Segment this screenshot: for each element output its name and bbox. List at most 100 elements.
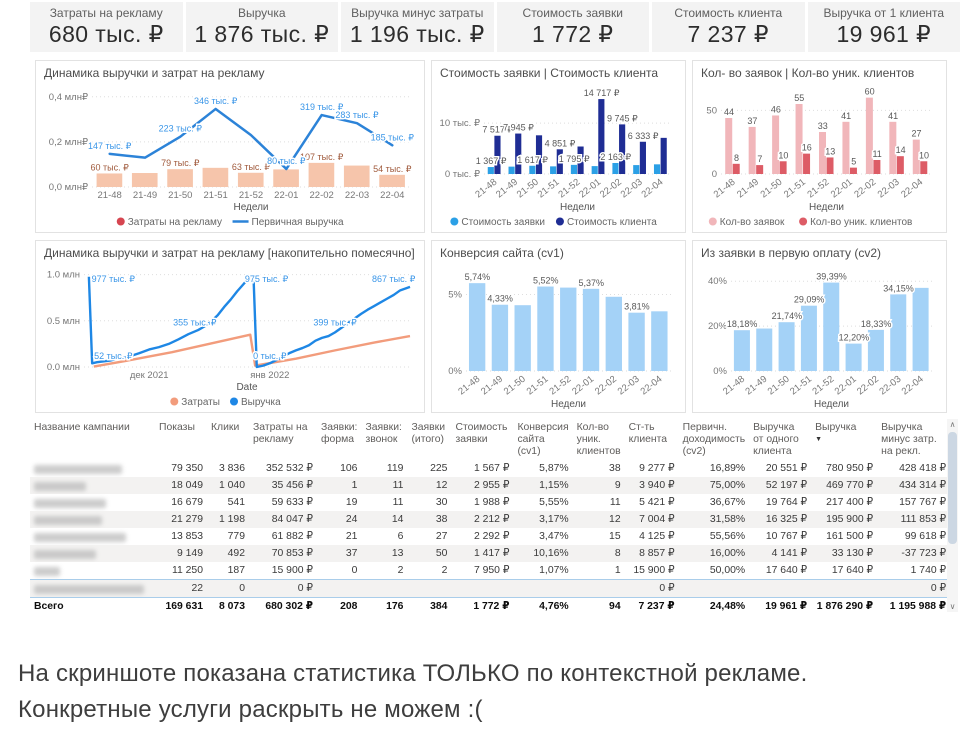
table-cell: 1 876 290 ₽ — [816, 600, 874, 612]
table-cell: 14 — [391, 513, 404, 525]
chart-panel-lead-to-payment[interactable]: Из заявки в первую оплату (cv2) 0% 20% 40%… — [692, 240, 947, 413]
svg-text:12,20%: 12,20% — [839, 333, 870, 343]
table-cell: 1 417 ₽ — [473, 547, 510, 559]
table-cell: 17 640 ₽ — [831, 564, 874, 576]
svg-text:9 745 ₽: 9 745 ₽ — [607, 113, 638, 123]
column-header[interactable]: Ст-ть клиента — [628, 422, 668, 445]
svg-text:975 тыс. ₽: 975 тыс. ₽ — [245, 274, 289, 284]
column-header[interactable]: Конверсия сайта (cv1) — [517, 422, 569, 457]
table-cell: 84 047 ₽ — [271, 513, 313, 525]
column-header[interactable]: Заявки (итого) — [411, 422, 446, 445]
svg-text:22-04: 22-04 — [899, 177, 925, 201]
chart-panel-cost-per-lead-client[interactable]: Стоимость заявки | Стоимость клиента 0 т… — [431, 60, 686, 233]
table-cell: 16 325 ₽ — [765, 513, 808, 525]
table-row[interactable]: 11 250 187 15 900 ₽ 0 2 2 7 950 ₽ 1,07% 1 15 900 … — [30, 562, 950, 580]
table-cell: 0 ₽ — [624, 578, 679, 598]
table-row[interactable]: 22 0 0 ₽0 ₽0 ₽ — [30, 578, 951, 598]
column-header[interactable]: Выручка минус затр. на рекл. — [881, 422, 937, 457]
column-header[interactable]: Кол-во уник. клиентов — [576, 422, 621, 457]
kpi-revenue[interactable]: Выручка 1 876 тыс. ₽ — [185, 2, 338, 52]
cumulative-monthly-chart[interactable]: 0.0 млн 0.5 млн 1.0 млн дек 2021 янв 2022 977… — [44, 262, 417, 410]
cost-per-lead-client-chart[interactable]: 0 тыс. ₽ 10 тыс. ₽ 21-4821-4921-5021-5121-… — [440, 82, 677, 230]
charts-grid: Динамика выручки и затрат на рекламу 0,0… — [35, 60, 947, 420]
svg-text:Date: Date — [236, 382, 258, 393]
svg-text:60: 60 — [865, 87, 875, 97]
campaign-name-cell — [30, 511, 155, 528]
svg-text:22-02: 22-02 — [598, 177, 624, 201]
weekly-dynamics-chart[interactable]: 0,0 млн₽ 0,2 млн₽ 0,4 млн₽ 21-48 21-49 21-50 2… — [44, 82, 416, 230]
table-row[interactable]: 79 350 3 836 352 532 ₽ 106 119 225 1 567 ₽ 5,87… — [30, 460, 950, 477]
kpi-ad-spend[interactable]: Затраты на рекламу 680 тыс. ₽ — [30, 2, 183, 52]
table-row[interactable]: 21 279 1 198 84 047 ₽ 24 14 38 2 212 ₽ 3,17% 12 7… — [30, 510, 951, 528]
table-row[interactable]: 18 049 1 040 35 456 ₽1 11 12 2 955 ₽1,15% 9 3 9… — [30, 476, 951, 494]
chart-panel-weekly-dynamics[interactable]: Динамика выручки и затрат на рекламу 0,0… — [35, 60, 425, 233]
kpi-revenue-minus-costs[interactable]: Выручка минус затраты 1 196 тыс. ₽ — [341, 2, 494, 52]
svg-text:Выручка: Выручка — [241, 397, 281, 408]
table-cell: 1 198 — [218, 513, 245, 525]
table-cell: 1,15% — [539, 479, 569, 491]
svg-text:Затраты: Затраты — [181, 397, 220, 408]
column-header[interactable]: Выручка от одного клиента — [753, 422, 799, 457]
lead-to-payment-chart[interactable]: 0%20%40%21-4821-4921-5021-5121-5222-0122… — [701, 262, 938, 410]
svg-text:3,81%: 3,81% — [624, 302, 650, 312]
chart-panel-leads-clients-count[interactable]: Кол- во заявок | Кол-во уник. клиентов 0… — [692, 60, 947, 233]
table-cell: 13 — [391, 547, 404, 559]
scroll-thumb[interactable] — [948, 432, 957, 544]
redacted-campaign-name — [34, 498, 106, 508]
campaign-name-cell — [30, 477, 155, 494]
table-cell: 434 314 ₽ — [899, 479, 947, 491]
svg-text:1 367 ₽: 1 367 ₽ — [476, 156, 507, 166]
chart-panel-cumulative-monthly[interactable]: Динамика выручки и затрат на рекламу [на… — [35, 240, 425, 413]
column-header[interactable]: Первичн. доходимость (cv2) — [682, 422, 746, 457]
table-cell: 75,00% — [709, 479, 746, 491]
table-row[interactable]: 16 679 541 59 633 ₽ 19 11 30 1 988 ₽ 5,55% 11 5 4… — [30, 494, 950, 511]
svg-text:0,4 млн₽: 0,4 млн₽ — [49, 92, 88, 103]
svg-text:Недели: Недели — [233, 202, 268, 213]
svg-text:79 тыс. ₽: 79 тыс. ₽ — [161, 158, 200, 168]
column-header[interactable]: Затраты на рекламу — [253, 422, 308, 445]
svg-text:1.0 млн: 1.0 млн — [47, 270, 80, 281]
leads-clients-count-chart[interactable]: 05021-4821-4921-5021-5121-5222-0122-0222… — [701, 82, 938, 230]
kpi-cost-per-client[interactable]: Стоимость клиента 7 237 ₽ — [652, 2, 805, 52]
scroll-up-icon[interactable]: ∧ — [949, 420, 956, 429]
column-header[interactable]: Заявки: звонок — [365, 422, 402, 445]
column-header[interactable]: Показы — [159, 422, 195, 433]
table-row[interactable]: 13 853 779 61 882 ₽ 21 6 27 2 292 ₽ 3,47% 15 4 12… — [30, 528, 950, 545]
kpi-row: Затраты на рекламу 680 тыс. ₽ Выручка 1 … — [30, 2, 960, 52]
column-header[interactable]: Клики — [211, 422, 240, 433]
svg-text:0 тыс. ₽: 0 тыс. ₽ — [445, 169, 480, 180]
table-row[interactable]: 9 149 492 70 853 ₽ 37 13 50 1 417 ₽ 10,16% 8 8 85… — [30, 544, 951, 562]
column-header[interactable]: Выручка ▼ — [811, 418, 877, 460]
scroll-down-icon[interactable]: ∨ — [949, 602, 956, 611]
kpi-value: 1 196 тыс. ₽ — [349, 21, 485, 47]
site-conversion-chart[interactable]: 0%5%21-4821-4921-5021-5121-5222-0122-022… — [440, 262, 677, 410]
table-cell: 30 — [435, 496, 448, 508]
chart-panel-site-conversion[interactable]: Конверсия сайта (cv1) 0% 5% 21-48 21-49 21-5… — [431, 240, 686, 413]
table-scrollbar[interactable]: ∧ ∨ — [947, 419, 958, 612]
svg-text:Недели: Недели — [814, 399, 849, 410]
table-cell: 33 130 ₽ — [831, 547, 874, 559]
kpi-cost-per-lead[interactable]: Стоимость заявки 1 772 ₽ — [496, 2, 649, 52]
redacted-campaign-name — [34, 549, 96, 559]
svg-text:0,0 млн₽: 0,0 млн₽ — [49, 182, 88, 193]
svg-text:22-03: 22-03 — [345, 190, 369, 201]
total-label: Всего — [34, 600, 64, 612]
svg-text:283 тыс. ₽: 283 тыс. ₽ — [335, 110, 379, 120]
table-cell: 8 857 ₽ — [639, 547, 675, 559]
table-cell: 24 — [345, 513, 358, 525]
svg-text:399 тыс. ₽: 399 тыс. ₽ — [313, 318, 357, 328]
column-header[interactable]: Стоимость заявки — [455, 422, 508, 445]
table-cell: 7 237 ₽ — [638, 600, 675, 612]
table-cell: 27 — [435, 530, 448, 542]
campaign-name-cell — [30, 528, 155, 545]
svg-text:52 тыс. ₽: 52 тыс. ₽ — [94, 351, 133, 361]
column-header[interactable]: Название кампании — [34, 422, 130, 433]
table-cell — [451, 578, 514, 598]
kpi-revenue-per-client[interactable]: Выручка от 1 клиента 19 961 ₽ — [807, 2, 960, 52]
svg-text:21-50: 21-50 — [168, 190, 192, 201]
column-header[interactable]: Заявки: форма — [321, 422, 358, 445]
svg-text:6 333 ₽: 6 333 ₽ — [628, 131, 659, 141]
kpi-label: Выручка — [237, 6, 286, 20]
kpi-label: Стоимость клиента — [674, 6, 783, 20]
table-cell: 12 — [435, 479, 448, 491]
